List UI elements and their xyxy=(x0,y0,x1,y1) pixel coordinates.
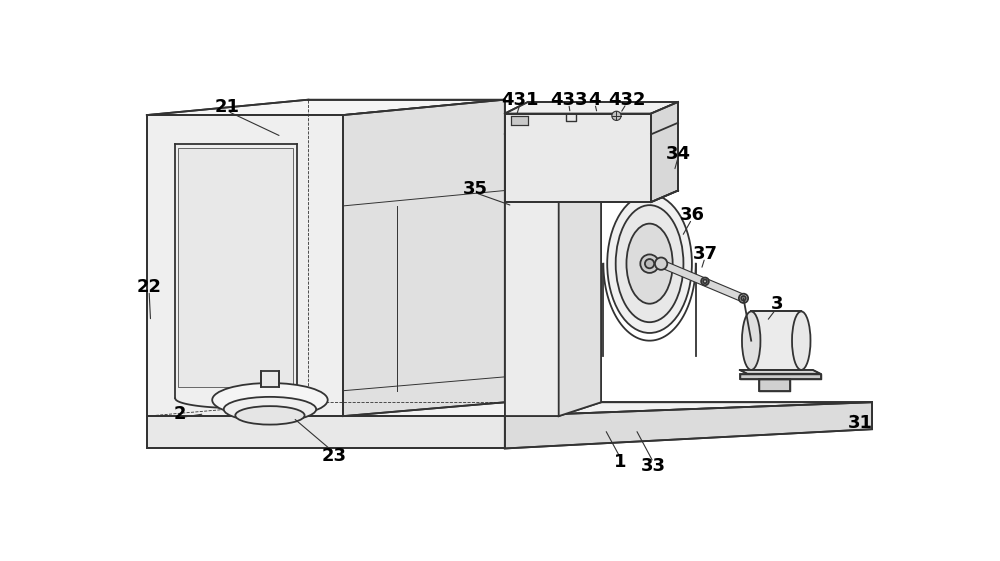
Polygon shape xyxy=(505,113,651,202)
Circle shape xyxy=(701,278,709,285)
Circle shape xyxy=(655,257,667,270)
Polygon shape xyxy=(147,115,343,416)
Ellipse shape xyxy=(212,383,328,417)
Text: 36: 36 xyxy=(679,206,704,224)
Text: 37: 37 xyxy=(692,245,718,263)
Polygon shape xyxy=(740,370,820,374)
Text: 31: 31 xyxy=(848,414,873,432)
Polygon shape xyxy=(505,123,601,134)
Text: 3: 3 xyxy=(770,296,783,314)
Polygon shape xyxy=(759,379,790,390)
Circle shape xyxy=(645,259,654,268)
Ellipse shape xyxy=(224,397,316,421)
Text: 1: 1 xyxy=(614,453,627,471)
Text: 33: 33 xyxy=(641,457,666,475)
Polygon shape xyxy=(559,123,601,416)
Polygon shape xyxy=(147,416,505,448)
Polygon shape xyxy=(178,148,293,387)
Polygon shape xyxy=(505,134,559,416)
Circle shape xyxy=(703,279,707,283)
Circle shape xyxy=(739,294,748,303)
Text: 34: 34 xyxy=(666,145,691,163)
Ellipse shape xyxy=(742,311,760,370)
Ellipse shape xyxy=(792,311,810,370)
Polygon shape xyxy=(660,260,745,302)
Circle shape xyxy=(612,111,621,121)
Polygon shape xyxy=(343,100,505,416)
Polygon shape xyxy=(505,402,872,448)
Text: 432: 432 xyxy=(608,91,645,109)
Polygon shape xyxy=(261,371,279,387)
Text: 21: 21 xyxy=(215,98,240,116)
Text: 433: 433 xyxy=(550,91,587,109)
Circle shape xyxy=(741,296,746,301)
Ellipse shape xyxy=(626,224,673,304)
Ellipse shape xyxy=(607,194,692,333)
Polygon shape xyxy=(505,102,678,113)
Polygon shape xyxy=(740,374,820,379)
Text: 22: 22 xyxy=(137,278,162,296)
Text: 431: 431 xyxy=(501,91,539,109)
Polygon shape xyxy=(651,102,678,202)
Polygon shape xyxy=(511,116,528,125)
Ellipse shape xyxy=(235,406,305,425)
Text: 35: 35 xyxy=(463,180,488,198)
Ellipse shape xyxy=(616,205,683,322)
Polygon shape xyxy=(147,100,505,115)
Polygon shape xyxy=(751,311,801,370)
Text: 2: 2 xyxy=(174,405,186,423)
Text: 4: 4 xyxy=(589,91,601,109)
Polygon shape xyxy=(147,402,872,416)
Circle shape xyxy=(640,255,659,273)
Text: 23: 23 xyxy=(321,447,346,465)
